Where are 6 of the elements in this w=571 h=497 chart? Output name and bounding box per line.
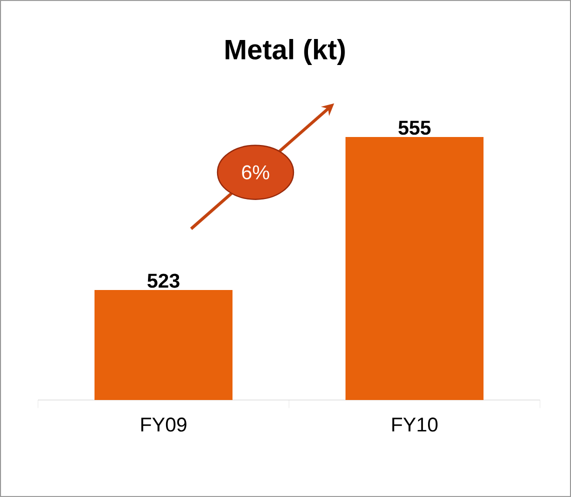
data-label: 555 (398, 120, 431, 135)
x-tick-label: FY10 (392, 418, 438, 432)
data-label: 523 (147, 274, 180, 288)
annotation: 6% (242, 165, 270, 180)
chart-title: Metal (kt) (226, 39, 345, 65)
x-tick-label: FY09 (141, 418, 186, 432)
